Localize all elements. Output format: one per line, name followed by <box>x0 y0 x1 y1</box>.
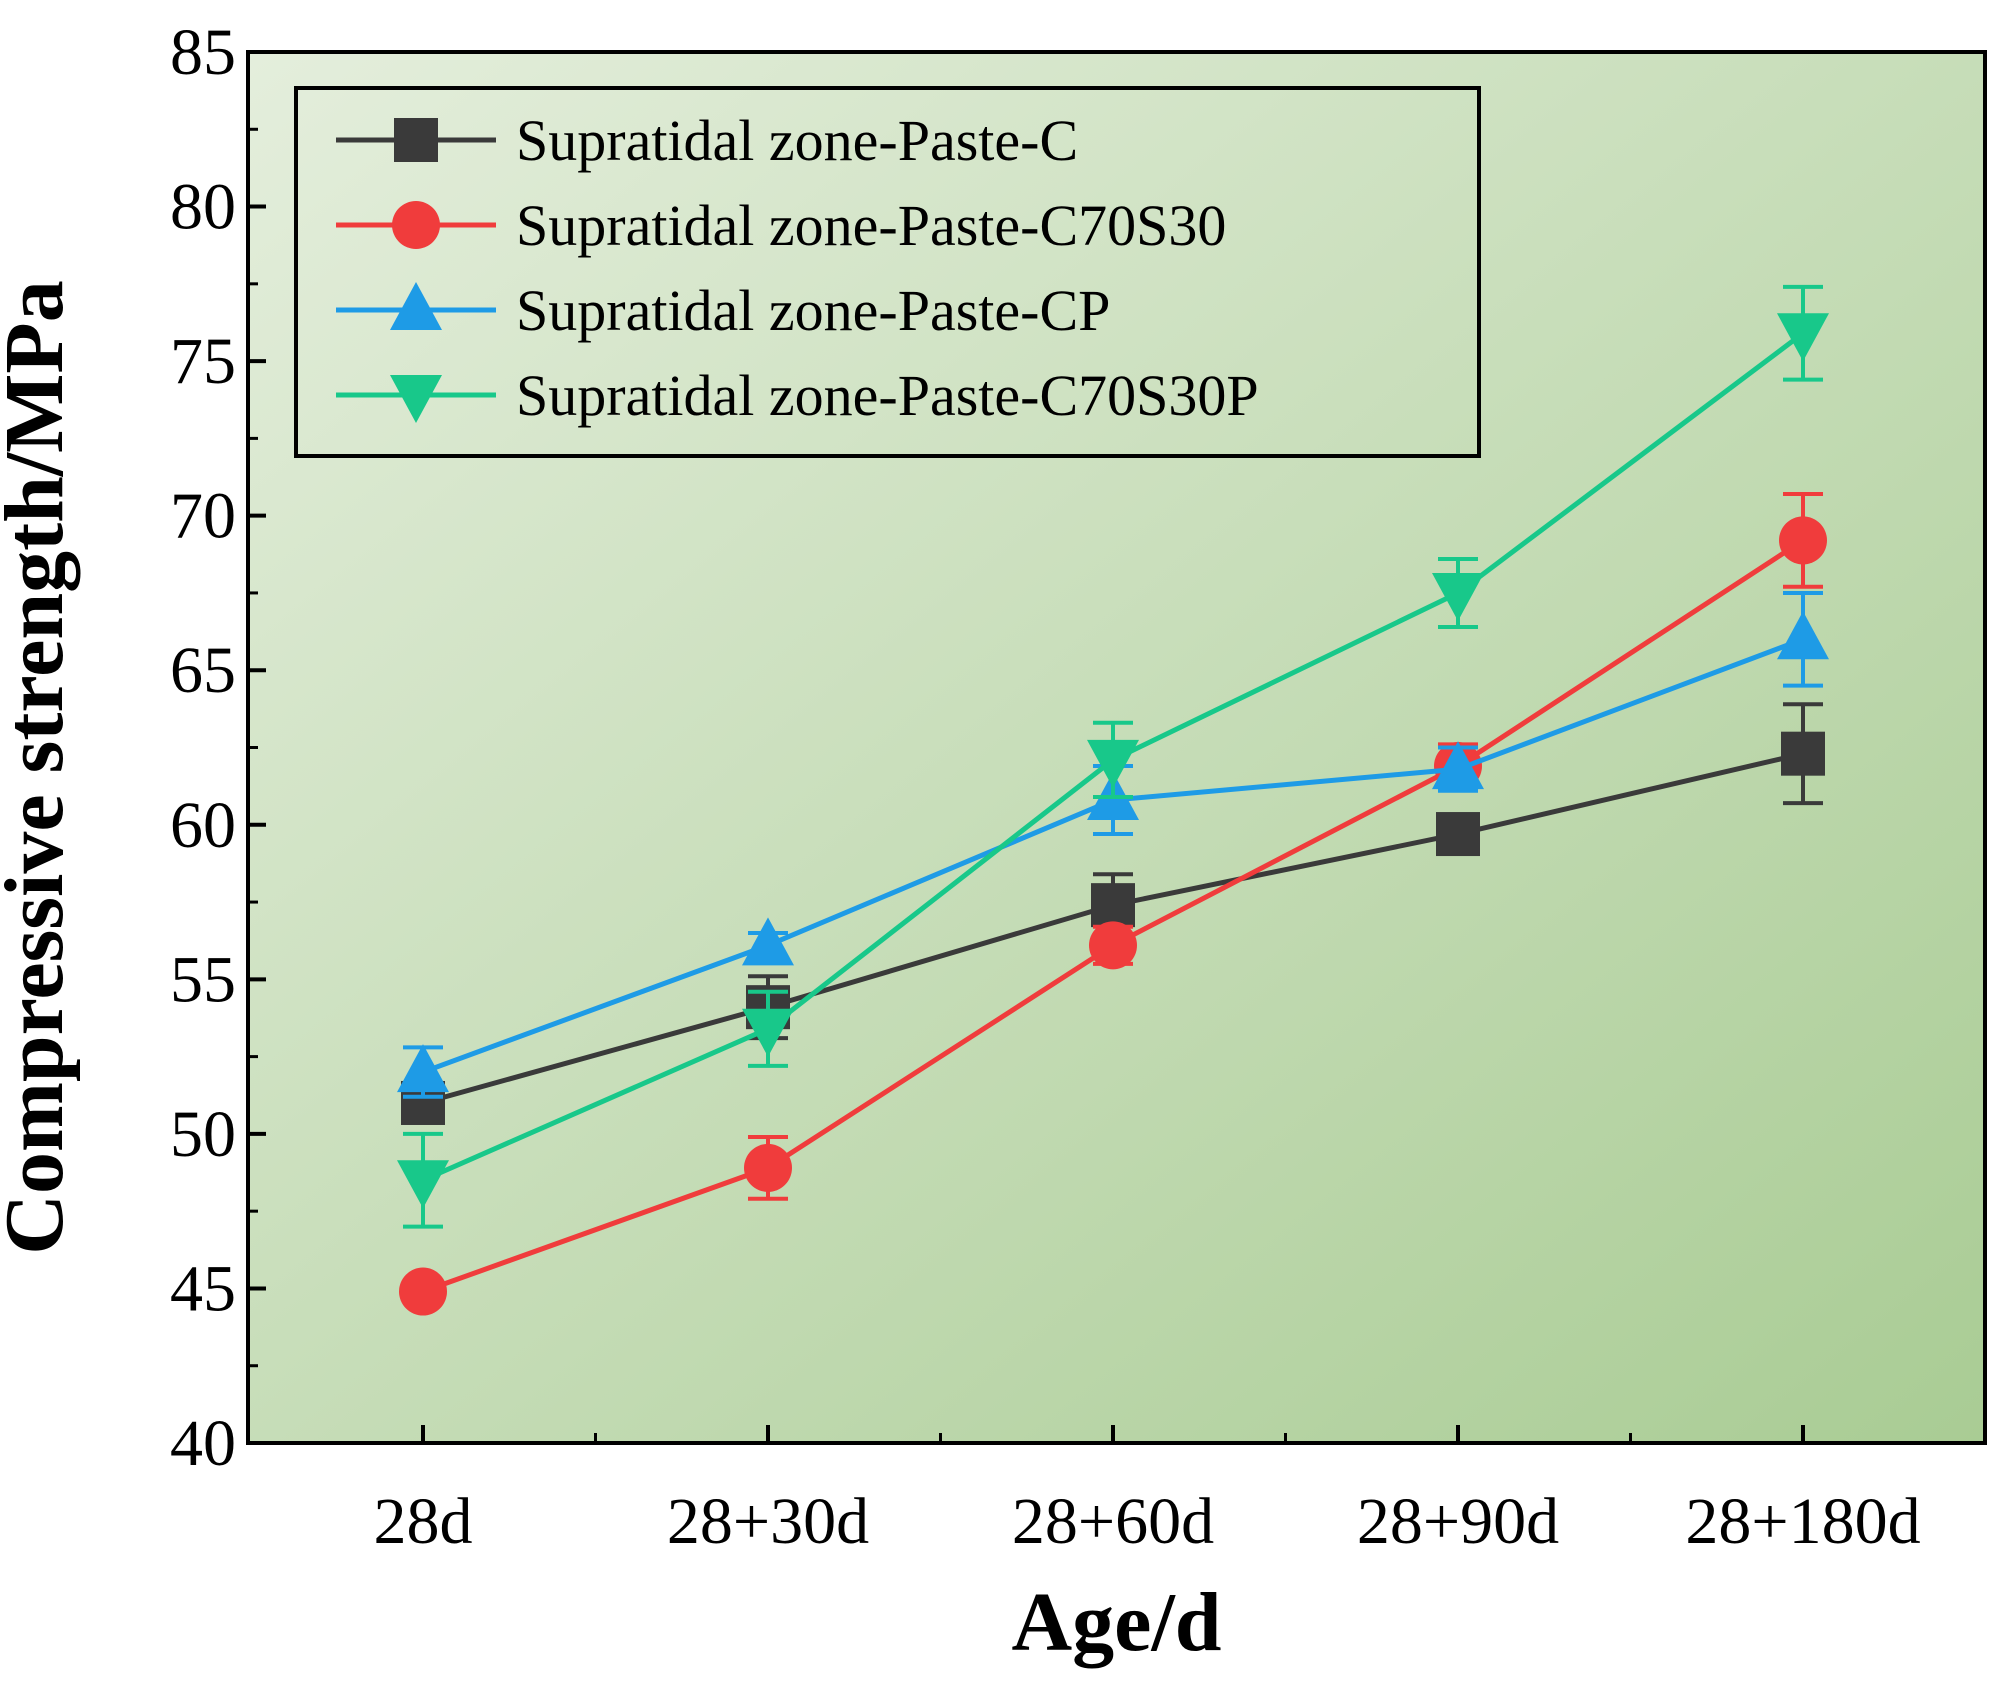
y-tick-label: 50 <box>170 1098 236 1171</box>
data-point <box>1777 313 1829 362</box>
y-tick-label: 45 <box>170 1252 236 1325</box>
data-point <box>1091 883 1135 928</box>
y-tick-label: 40 <box>170 1407 236 1480</box>
legend-marker <box>392 201 440 249</box>
data-point <box>399 1267 447 1316</box>
x-tick-label: 28+90d <box>1357 1485 1559 1558</box>
data-point <box>1777 611 1829 660</box>
data-point <box>1087 739 1139 788</box>
data-point <box>397 1160 449 1209</box>
legend-label: Supratidal zone-Paste-C70S30P <box>516 363 1259 428</box>
series-layer <box>397 284 1829 1316</box>
data-point <box>744 1143 792 1192</box>
x-tick-label: 28d <box>374 1485 473 1558</box>
data-point <box>397 1044 449 1093</box>
y-tick-label: 55 <box>170 943 236 1016</box>
y-tick-label: 60 <box>170 789 236 862</box>
data-point <box>1089 921 1137 970</box>
data-point <box>1779 516 1827 565</box>
legend-item-2: Supratidal zone-Paste-C70S30 <box>336 193 1226 258</box>
data-point <box>1432 572 1484 621</box>
x-tick-label: 28+60d <box>1012 1485 1214 1558</box>
y-tick-label: 75 <box>170 325 236 398</box>
x-axis-title: Age/d <box>1012 1576 1222 1669</box>
legend-label: Supratidal zone-Paste-C <box>516 108 1078 173</box>
axes-layer: 40 45 50 55 60 65 70 75 80 85 28d 28+30d 28+60d 28+90… <box>170 16 1987 1558</box>
data-point <box>1436 812 1480 857</box>
y-tick-label: 70 <box>170 480 236 553</box>
y-tick-label: 80 <box>170 171 236 244</box>
y-tick-label: 85 <box>170 16 236 89</box>
legend-item-1: Supratidal zone-Paste-C <box>336 108 1078 173</box>
data-point <box>742 917 794 966</box>
legend-marker <box>394 118 438 162</box>
y-tick-label: 65 <box>170 634 236 707</box>
data-point <box>742 1008 794 1057</box>
x-tick-label: 28+180d <box>1685 1485 1920 1558</box>
legend: Supratidal zone-Paste-C Supratidal zone-P… <box>294 86 1481 458</box>
data-point <box>1432 741 1484 790</box>
legend-item-4: Supratidal zone-Paste-C70S30P <box>336 363 1259 428</box>
legend-box <box>294 86 1481 458</box>
legend-marker <box>390 375 442 423</box>
y-axis-title: Compressive strength/MPa <box>0 280 81 1254</box>
data-point <box>1781 731 1825 776</box>
x-tick-label: 28+30d <box>667 1485 869 1558</box>
legend-item-3: Supratidal zone-Paste-CP <box>336 278 1110 343</box>
series-3 <box>397 590 1829 1099</box>
legend-label: Supratidal zone-Paste-C70S30 <box>516 193 1226 258</box>
legend-marker <box>390 282 442 330</box>
series-4 <box>397 284 1829 1229</box>
legend-label: Supratidal zone-Paste-CP <box>516 278 1110 343</box>
